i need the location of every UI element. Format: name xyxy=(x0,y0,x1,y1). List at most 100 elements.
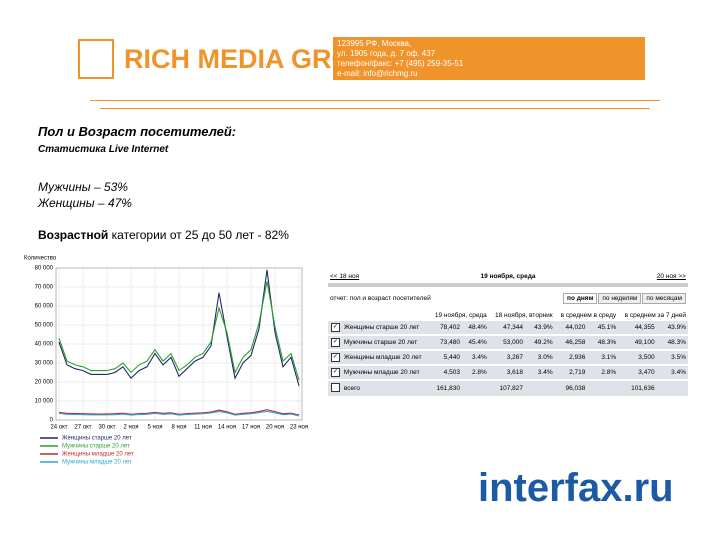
cell: 3.4% xyxy=(656,365,688,381)
cell: 43.9% xyxy=(525,321,555,336)
checkbox[interactable] xyxy=(330,383,340,392)
x-tick-label: 14 ноя xyxy=(218,425,236,431)
cell xyxy=(525,380,555,398)
age-bold: Возрастной xyxy=(38,228,109,242)
y-tick-label: 20 000 xyxy=(35,380,54,386)
emblem xyxy=(78,39,114,79)
x-tick-label: 23 ноя xyxy=(290,425,308,431)
cell: ✓ xyxy=(328,335,342,351)
interfax-logo: interfax.ru xyxy=(478,466,674,510)
checkbox[interactable]: ✓ xyxy=(330,338,340,347)
legend-label: Мужчины младше 20 лет xyxy=(62,460,132,466)
data-row: ✓ Женщины старше 20 лет 78,402 48.4% 47,344 4… xyxy=(328,321,688,336)
nav-date: 19 ноября, среда xyxy=(480,273,536,280)
nav-prev[interactable]: << 18 ноя xyxy=(330,273,360,280)
cell: 3,267 xyxy=(488,350,526,366)
row-name: всего xyxy=(341,380,430,398)
cell: 48.3% xyxy=(587,335,619,351)
legend-label: Женщины старше 20 лет xyxy=(62,436,132,442)
cell: 49.2% xyxy=(525,335,555,351)
age-rest: категории от 25 до 50 лет - 82% xyxy=(111,228,289,242)
y-axis-label: Количество xyxy=(24,256,57,262)
x-tick-label: 27 окт xyxy=(74,425,91,431)
cell: 48.3% xyxy=(656,335,688,351)
x-tick-label: 8 ноя xyxy=(172,425,187,431)
cell: 47,344 xyxy=(488,321,526,336)
x-tick-label: 20 ноя xyxy=(266,425,284,431)
series-line xyxy=(58,281,300,381)
report-row: отчет: пол и возраст посетителей по дням п… xyxy=(328,287,688,310)
cell: 2.8% xyxy=(587,365,619,381)
series-line xyxy=(58,409,300,416)
cell: 5,440 xyxy=(429,350,462,366)
address-line: 123995 РФ, Москва, xyxy=(337,39,412,48)
cell: 49,100 xyxy=(618,335,657,351)
mode-button[interactable]: по неделям xyxy=(598,293,642,304)
table: 19 ноября, среда 18 ноября, вторник в сред… xyxy=(328,310,688,398)
cell xyxy=(328,380,342,398)
y-tick-label: 0 xyxy=(50,418,54,424)
y-tick-label: 80 000 xyxy=(35,266,54,272)
x-tick-label: 5 ноя xyxy=(148,425,163,431)
cell: 73,480 xyxy=(429,335,462,351)
series-line xyxy=(58,269,300,386)
chart: Количество 0 10 000 20 000 30 000 40 000 50 0… xyxy=(24,256,308,466)
cell: 45.4% xyxy=(461,335,489,351)
report-title: отчет: пол и возраст посетителей xyxy=(330,295,431,302)
y-tick-label: 60 000 xyxy=(35,304,54,310)
cell: 43.9% xyxy=(656,321,688,336)
column-header: 18 ноября, вторник xyxy=(494,312,553,319)
cell: 48.4% xyxy=(461,321,489,336)
cell: 2.8% xyxy=(461,365,489,381)
cell: 3.1% xyxy=(587,350,619,366)
subtitle: Статистика Live Internet xyxy=(38,144,169,155)
data-row: ✓ Мужчины старше 20 лет 73,480 45.4% 53,000 4… xyxy=(328,335,688,351)
cell: ✓ xyxy=(328,321,342,336)
stat-line: Мужчины – 53% xyxy=(38,180,128,194)
mode-button[interactable]: по дням xyxy=(563,293,598,304)
title: Пол и Возраст посетителей: xyxy=(38,124,237,139)
legend-label: Женщины младше 20 лет xyxy=(62,452,134,458)
cell xyxy=(342,310,429,321)
row-name: Женщины старше 20 лет xyxy=(341,321,430,336)
checkbox[interactable]: ✓ xyxy=(330,323,340,332)
cell: 3.5% xyxy=(656,350,688,366)
cell: ✓ xyxy=(328,350,342,366)
age-line: Возрастной категории от 25 до 50 лет - 8… xyxy=(38,228,289,242)
cell: 161,830 xyxy=(429,380,462,398)
cell: ✓ xyxy=(328,365,342,381)
cell: 44,355 xyxy=(618,321,657,336)
cell: 3,470 xyxy=(618,365,657,381)
cell: 3,618 xyxy=(488,365,526,381)
checkbox[interactable]: ✓ xyxy=(330,353,340,362)
cell: 2,719 xyxy=(554,365,588,381)
stats-table: << 18 ноя 19 ноября, среда 20 ноя >> отчет:… xyxy=(328,270,688,398)
cell: 45.1% xyxy=(587,321,619,336)
checkbox[interactable]: ✓ xyxy=(330,368,340,377)
row-name: Мужчины старше 20 лет xyxy=(341,335,430,351)
mode-button[interactable]: по месяцам xyxy=(642,293,686,304)
y-tick-label: 10 000 xyxy=(35,399,54,405)
address-line: ул. 1905 года, д. 7 оф. 437 xyxy=(337,49,436,58)
nav-next[interactable]: 20 ноя >> xyxy=(656,273,686,280)
column-header: в среднем в среду xyxy=(560,312,617,319)
cell: 3.4% xyxy=(525,365,555,381)
cell: 78,402 xyxy=(429,321,462,336)
x-tick-label: 11 ноя xyxy=(194,425,212,431)
cell: 53,000 xyxy=(488,335,526,351)
cell xyxy=(328,310,342,321)
row-name: Женщины младше 20 лет xyxy=(341,350,430,366)
row-name: Мужчины младше 20 лет xyxy=(341,365,430,381)
x-tick-label: 2 ноя xyxy=(124,425,139,431)
header-row: 19 ноября, среда 18 ноября, вторник в сред… xyxy=(328,310,688,321)
cell: 107,827 xyxy=(488,380,526,398)
x-tick-label: 24 окт xyxy=(50,425,67,431)
address-line: телефон/факс: +7 (495) 259-35-51 xyxy=(337,59,464,68)
nav: << 18 ноя 19 ноября, среда 20 ноя >> xyxy=(328,270,688,287)
cell: 3.4% xyxy=(461,350,489,366)
x-tick-label: 17 ноя xyxy=(242,425,260,431)
cell xyxy=(587,380,619,398)
cell: 46,258 xyxy=(554,335,588,351)
cell: 4,503 xyxy=(429,365,462,381)
